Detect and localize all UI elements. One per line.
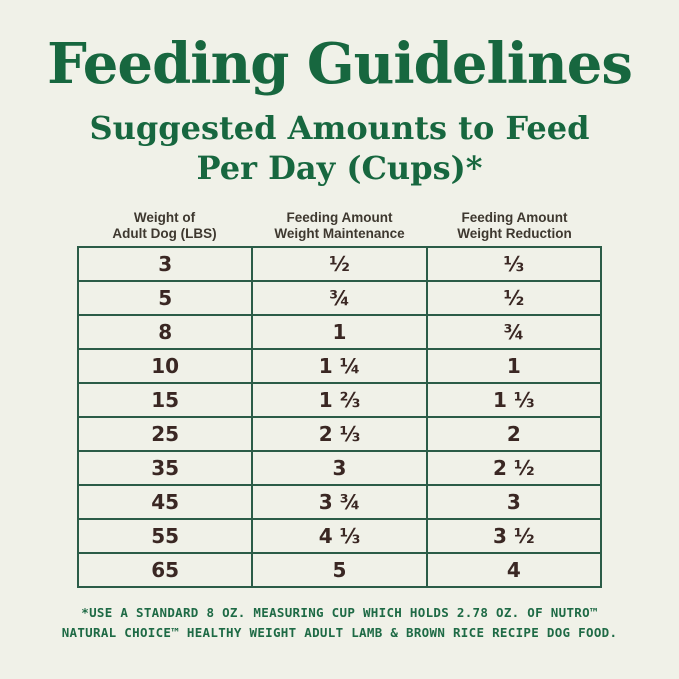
table-row: 35 3 2 ½ bbox=[76, 450, 603, 487]
weight-cell: 65 bbox=[76, 552, 254, 589]
reduction-cell: 3 ½ bbox=[425, 518, 603, 555]
maintenance-cell: 3 bbox=[251, 450, 428, 487]
column-header-weight-line-2: Adult Dog (LBS) bbox=[112, 225, 217, 241]
weight-cell: 25 bbox=[76, 416, 254, 453]
maintenance-cell: 3 ¾ bbox=[251, 484, 428, 521]
column-header-maintenance: Feeding Amount Weight Maintenance bbox=[252, 210, 427, 241]
maintenance-cell: 1 bbox=[251, 314, 428, 351]
subtitle-line-1: Suggested Amounts to Feed bbox=[89, 109, 590, 147]
maintenance-cell: 5 bbox=[251, 552, 428, 589]
footnote-line-2: NATURAL CHOICE™ HEALTHY WEIGHT ADULT LAM… bbox=[61, 625, 618, 641]
reduction-cell: 1 ⅓ bbox=[425, 382, 603, 419]
maintenance-cell: ½ bbox=[251, 246, 428, 283]
column-header-weight-line-1: Weight of bbox=[133, 210, 196, 225]
reduction-cell: ¾ bbox=[425, 314, 603, 351]
maintenance-cell: 1 ¼ bbox=[251, 348, 428, 385]
weight-cell: 55 bbox=[76, 518, 254, 555]
page-subtitle: Suggested Amounts to Feed Per Day (Cups)… bbox=[0, 108, 679, 188]
reduction-cell: 3 bbox=[425, 484, 603, 521]
maintenance-cell: 2 ⅓ bbox=[251, 416, 428, 453]
weight-cell: 10 bbox=[76, 348, 254, 385]
page-title: Feeding Guidelines bbox=[47, 31, 633, 97]
weight-cell: 35 bbox=[76, 450, 254, 487]
reduction-cell: 2 bbox=[425, 416, 603, 453]
table-row: 65 5 4 bbox=[76, 552, 603, 589]
table-column-headers: Weight of Adult Dog (LBS) Feeding Amount… bbox=[77, 210, 602, 241]
weight-cell: 15 bbox=[76, 382, 254, 419]
column-header-reduction-line-2: Weight Reduction bbox=[457, 225, 572, 241]
reduction-cell: ⅓ bbox=[425, 246, 603, 283]
column-header-weight: Weight of Adult Dog (LBS) bbox=[77, 210, 252, 241]
column-header-maintenance-line-1: Feeding Amount bbox=[286, 210, 393, 225]
reduction-cell: 1 bbox=[425, 348, 603, 385]
weight-cell: 8 bbox=[76, 314, 254, 351]
column-header-maintenance-line-2: Weight Maintenance bbox=[274, 225, 405, 241]
weight-cell: 5 bbox=[76, 280, 254, 317]
reduction-cell: 4 bbox=[425, 552, 603, 589]
maintenance-cell: ¾ bbox=[251, 280, 428, 317]
column-header-reduction: Feeding Amount Weight Reduction bbox=[427, 210, 602, 241]
footnote: *USE A STANDARD 8 OZ. MEASURING CUP WHIC… bbox=[0, 603, 679, 643]
subtitle-line-2: Per Day (Cups)* bbox=[196, 149, 483, 187]
reduction-cell: 2 ½ bbox=[425, 450, 603, 487]
weight-cell: 45 bbox=[76, 484, 254, 521]
maintenance-cell: 1 ⅔ bbox=[251, 382, 428, 419]
footnote-line-1: *USE A STANDARD 8 OZ. MEASURING CUP WHIC… bbox=[81, 605, 598, 621]
maintenance-cell: 4 ⅓ bbox=[251, 518, 428, 555]
column-header-reduction-line-1: Feeding Amount bbox=[461, 210, 568, 225]
weight-cell: 3 bbox=[76, 246, 254, 283]
reduction-cell: ½ bbox=[425, 280, 603, 317]
